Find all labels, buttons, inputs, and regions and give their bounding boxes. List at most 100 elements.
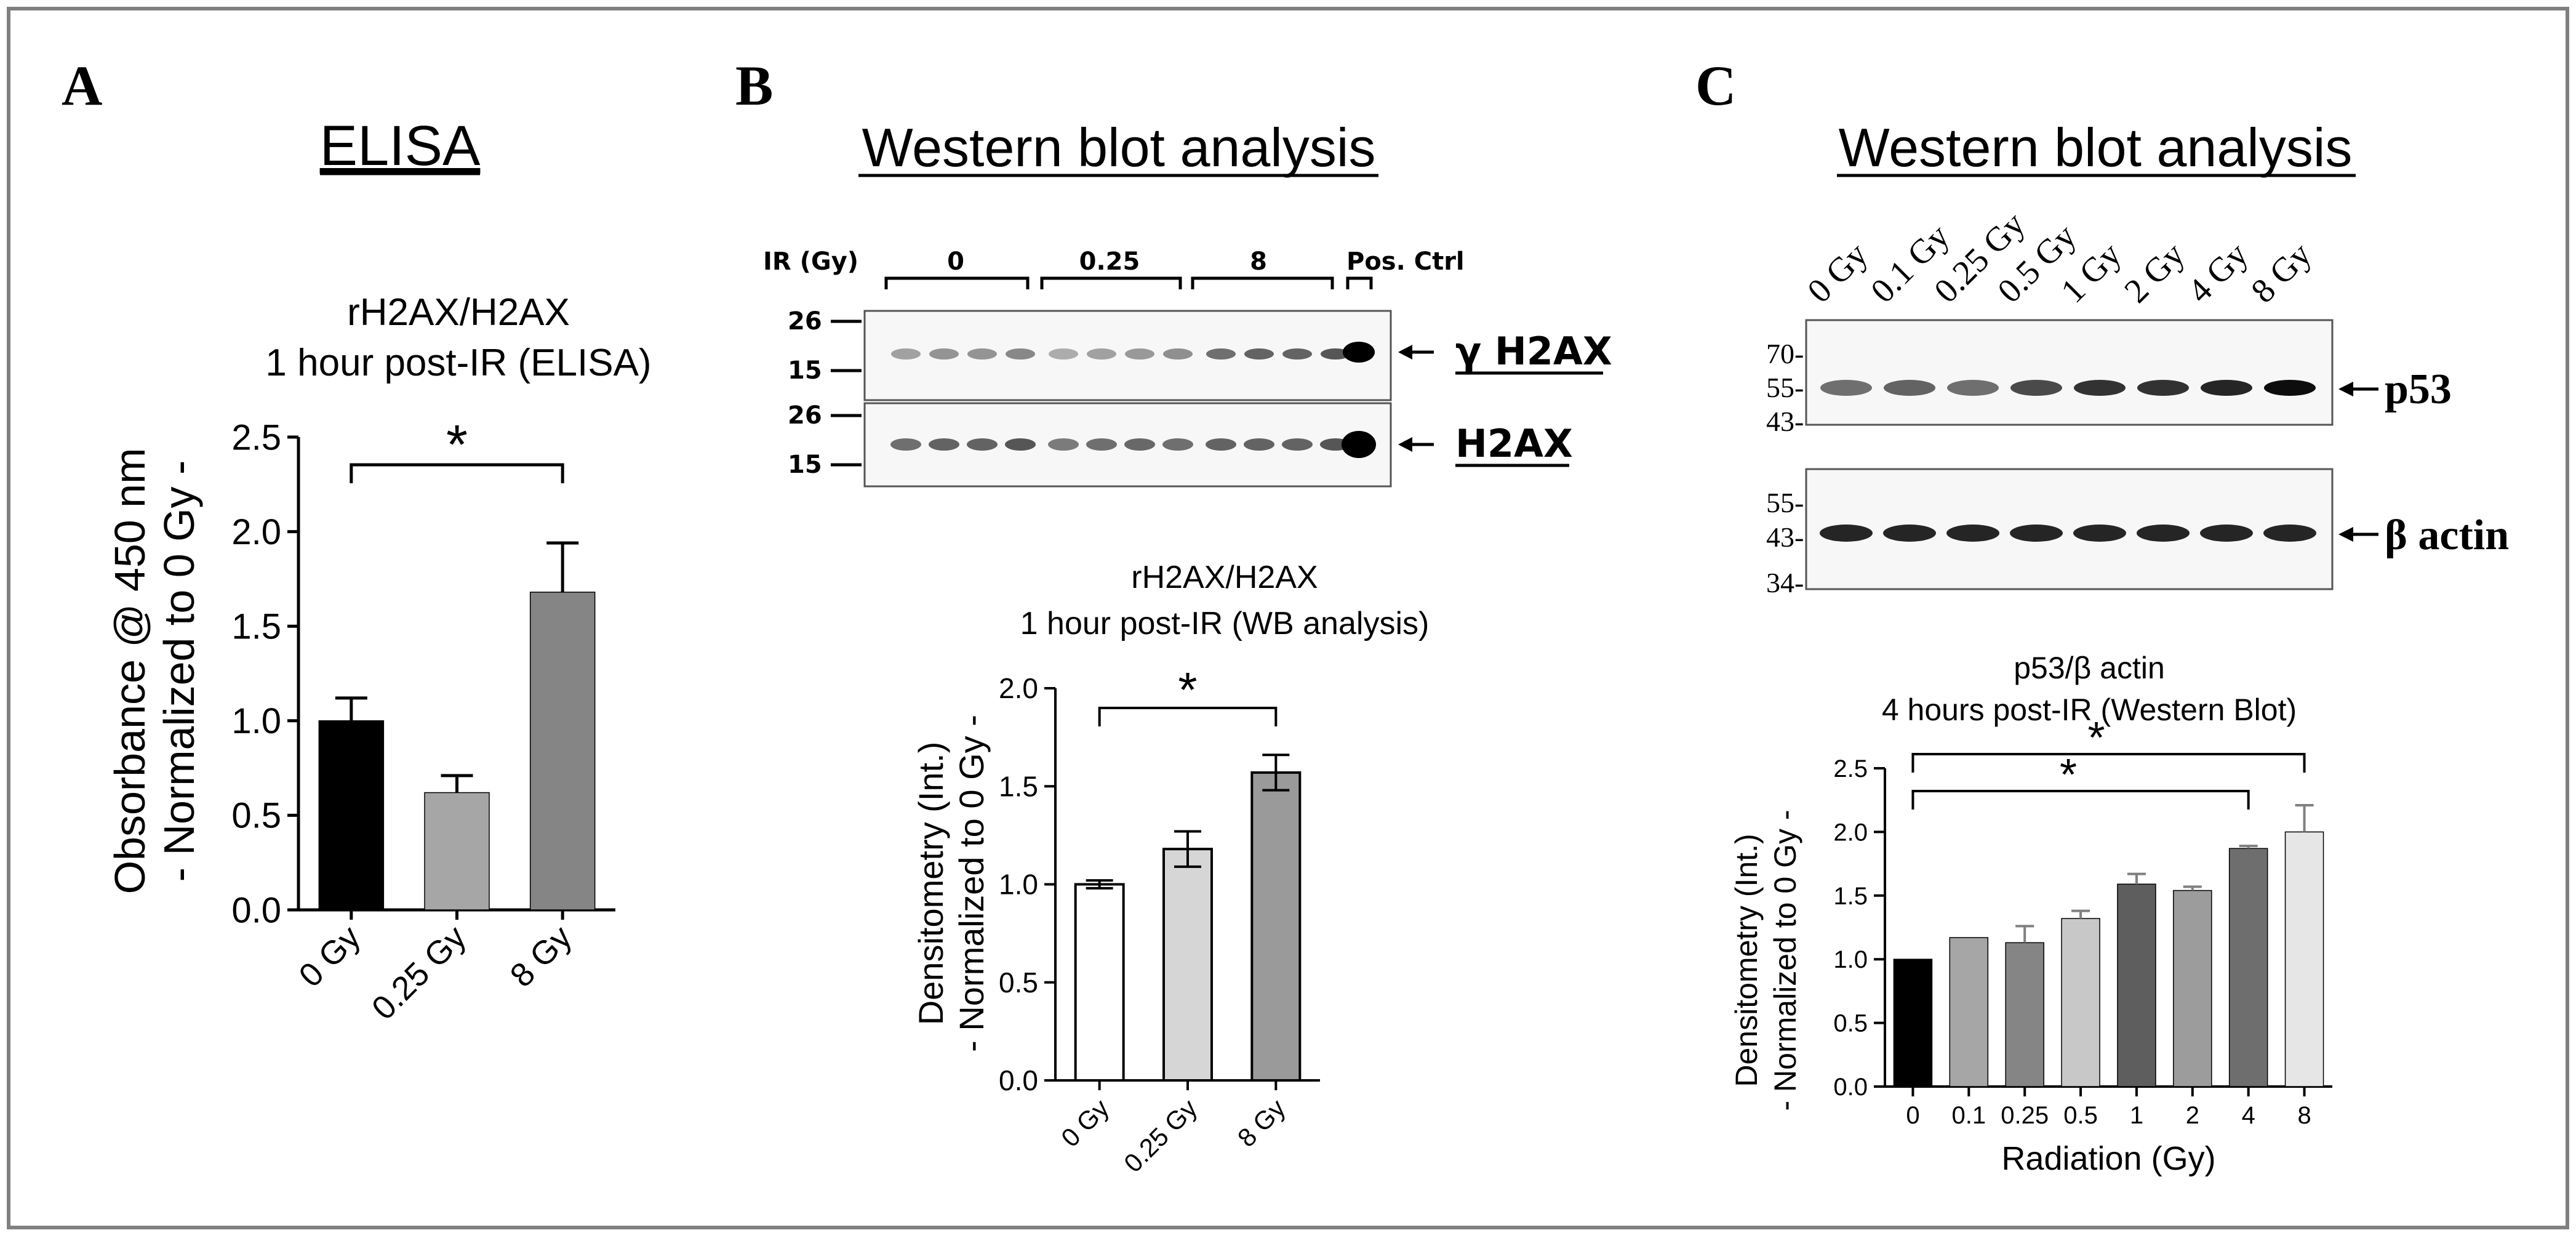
panel-letter-a: A bbox=[62, 54, 102, 117]
blot-band bbox=[1005, 438, 1036, 451]
blot-band bbox=[1244, 438, 1274, 451]
lane-group-label-0: 0 bbox=[947, 247, 964, 276]
blot-band-pos-ctrl bbox=[1343, 342, 1375, 363]
blot-band bbox=[967, 348, 997, 360]
blot-band-p53 bbox=[2264, 380, 2316, 396]
blot-band bbox=[1049, 348, 1078, 360]
bar-0-1 bbox=[1949, 937, 1989, 1087]
lane-group-label-pos-ctrl: Pos. Ctrl bbox=[1346, 247, 1465, 276]
blot-band-beta-actin bbox=[1946, 525, 1999, 542]
blot-band-p53 bbox=[2010, 380, 2062, 396]
band-arrow-head bbox=[2338, 527, 2353, 542]
panel-b-ylabel-line1: Densitometry (Int.) bbox=[911, 742, 950, 1026]
blot-band bbox=[929, 348, 959, 360]
blot-band bbox=[1006, 348, 1035, 360]
blot-band-p53 bbox=[1884, 380, 1935, 396]
panel-b-ylabel-line2: - Normalized to 0 Gy - bbox=[952, 715, 991, 1052]
band-arrow-head bbox=[2338, 382, 2353, 396]
blot-band-beta-actin bbox=[1820, 525, 1873, 542]
y-tick-label: 1.5 bbox=[231, 607, 281, 647]
x-tick-label: 0.1 bbox=[1952, 1102, 1986, 1129]
significance-bracket bbox=[350, 463, 564, 483]
y-tick-label: 0.5 bbox=[231, 796, 281, 836]
bar-0-5 bbox=[2061, 918, 2100, 1087]
blot-band-p53 bbox=[1947, 380, 1999, 396]
blot-band-beta-actin bbox=[2073, 525, 2126, 542]
y-tick-label: 2.5 bbox=[231, 417, 281, 457]
y-tick-label: 1.0 bbox=[999, 869, 1038, 901]
panel-a: A ELISA rH2AX/H2AX 1 hour post-IR (ELISA… bbox=[62, 54, 652, 1027]
band-arrow-head bbox=[1398, 437, 1412, 452]
bar-8-gy bbox=[529, 592, 596, 910]
blot-band-p53 bbox=[2201, 380, 2252, 396]
bar-0-gy bbox=[1074, 883, 1125, 1082]
panel-letter-b: B bbox=[735, 54, 773, 117]
y-tick-label: 1.0 bbox=[231, 701, 281, 741]
blot-band bbox=[1087, 348, 1116, 360]
panel-a-chart-title-line2: 1 hour post-IR (ELISA) bbox=[265, 342, 651, 384]
lane-group-label-0-25: 0.25 bbox=[1079, 247, 1140, 276]
panel-c-bar-chart: 0.0 0.5 1.0 1.5 2.0 2.5 0 0.1 0.25 0.5 1 2 4 8 Radiati… bbox=[1833, 713, 2332, 1177]
panel-a-heading: ELISA bbox=[320, 115, 481, 177]
lane-group-label-8: 8 bbox=[1250, 247, 1267, 276]
blot-band-beta-actin bbox=[1883, 525, 1936, 542]
panel-c-chart-title-line1: p53/β actin bbox=[2014, 651, 2165, 685]
blot-band bbox=[1321, 348, 1350, 360]
bar-1 bbox=[2117, 883, 2156, 1087]
y-tick-label: 0.5 bbox=[1833, 1010, 1868, 1037]
panel-b-chart-title-line1: rH2AX/H2AX bbox=[1131, 560, 1318, 595]
blot-marker-43-bottom: 43- bbox=[1766, 521, 1804, 553]
blot-band bbox=[1206, 348, 1236, 360]
panel-b-chart-title-line2: 1 hour post-IR (WB analysis) bbox=[1020, 606, 1430, 641]
x-tick-label: 4 bbox=[2242, 1102, 2255, 1129]
blot-band-p53 bbox=[2137, 380, 2189, 396]
lane-group-bracket-8 bbox=[1191, 276, 1334, 289]
lane-group-bracket-0 bbox=[884, 276, 1030, 289]
y-tick-label: 2.5 bbox=[1833, 755, 1868, 782]
panel-b-ir-label: IR (Gy) bbox=[763, 247, 858, 276]
blot-marker-26-bottom: 26 bbox=[788, 401, 822, 430]
bar-2 bbox=[2173, 890, 2212, 1087]
blot-band bbox=[1282, 348, 1312, 360]
panel-a-ylabel-line1: Obsorbance @ 450 nm bbox=[106, 448, 154, 894]
panel-b-blot-bands bbox=[890, 342, 1376, 458]
blot-band bbox=[890, 438, 921, 451]
bar-8-gy bbox=[1250, 771, 1302, 1082]
blot-band-beta-actin bbox=[2010, 525, 2063, 542]
blot-band bbox=[1124, 438, 1155, 451]
blot-band bbox=[1086, 438, 1117, 451]
significance-star: * bbox=[2060, 750, 2077, 800]
band-arrow-head bbox=[1398, 345, 1412, 360]
y-tick-label: 1.0 bbox=[1833, 946, 1868, 973]
blot-band-beta-actin bbox=[2137, 525, 2190, 542]
significance-star: * bbox=[446, 414, 468, 476]
y-tick-label: 1.5 bbox=[999, 770, 1038, 802]
x-tick-label: 1 bbox=[2130, 1102, 2143, 1129]
lane-group-bracket-pos-ctrl bbox=[1346, 276, 1373, 289]
blot-band bbox=[967, 438, 998, 451]
band-label-h2ax: H2AX bbox=[1455, 421, 1573, 466]
blot-marker-55-bottom: 55- bbox=[1766, 487, 1804, 518]
y-tick-label: 2.0 bbox=[1833, 819, 1868, 846]
blot-band bbox=[1163, 348, 1193, 360]
panel-c-ylabel-line1: Densitometry (Int.) bbox=[1729, 834, 1764, 1087]
lane-group-bracket-0-25 bbox=[1040, 276, 1182, 289]
bar-0-25-gy bbox=[1162, 848, 1213, 1082]
blot-band bbox=[1244, 348, 1274, 360]
panel-c-ylabel-line2: - Normalized to 0 Gy - bbox=[1768, 810, 1802, 1111]
blot-band-p53 bbox=[2074, 380, 2126, 396]
significance-star: * bbox=[1178, 662, 1197, 717]
bar-0-gy bbox=[318, 720, 385, 910]
blot-marker-26-top: 26 bbox=[788, 307, 822, 336]
significance-star: * bbox=[2087, 713, 2105, 763]
x-tick-label: 2 bbox=[2186, 1102, 2199, 1129]
significance-bracket bbox=[1911, 753, 2306, 773]
blot-band bbox=[1282, 438, 1313, 451]
panel-b-heading: Western blot analysis bbox=[862, 117, 1376, 178]
x-tick-label: 0 bbox=[1906, 1102, 1919, 1129]
y-tick-label: 1.5 bbox=[1833, 883, 1868, 910]
panel-c-chart-title-line2: 4 hours post-IR (Western Blot) bbox=[1882, 693, 2297, 727]
band-label-beta-actin: β actin bbox=[2385, 512, 2509, 559]
blot-band bbox=[1125, 348, 1154, 360]
